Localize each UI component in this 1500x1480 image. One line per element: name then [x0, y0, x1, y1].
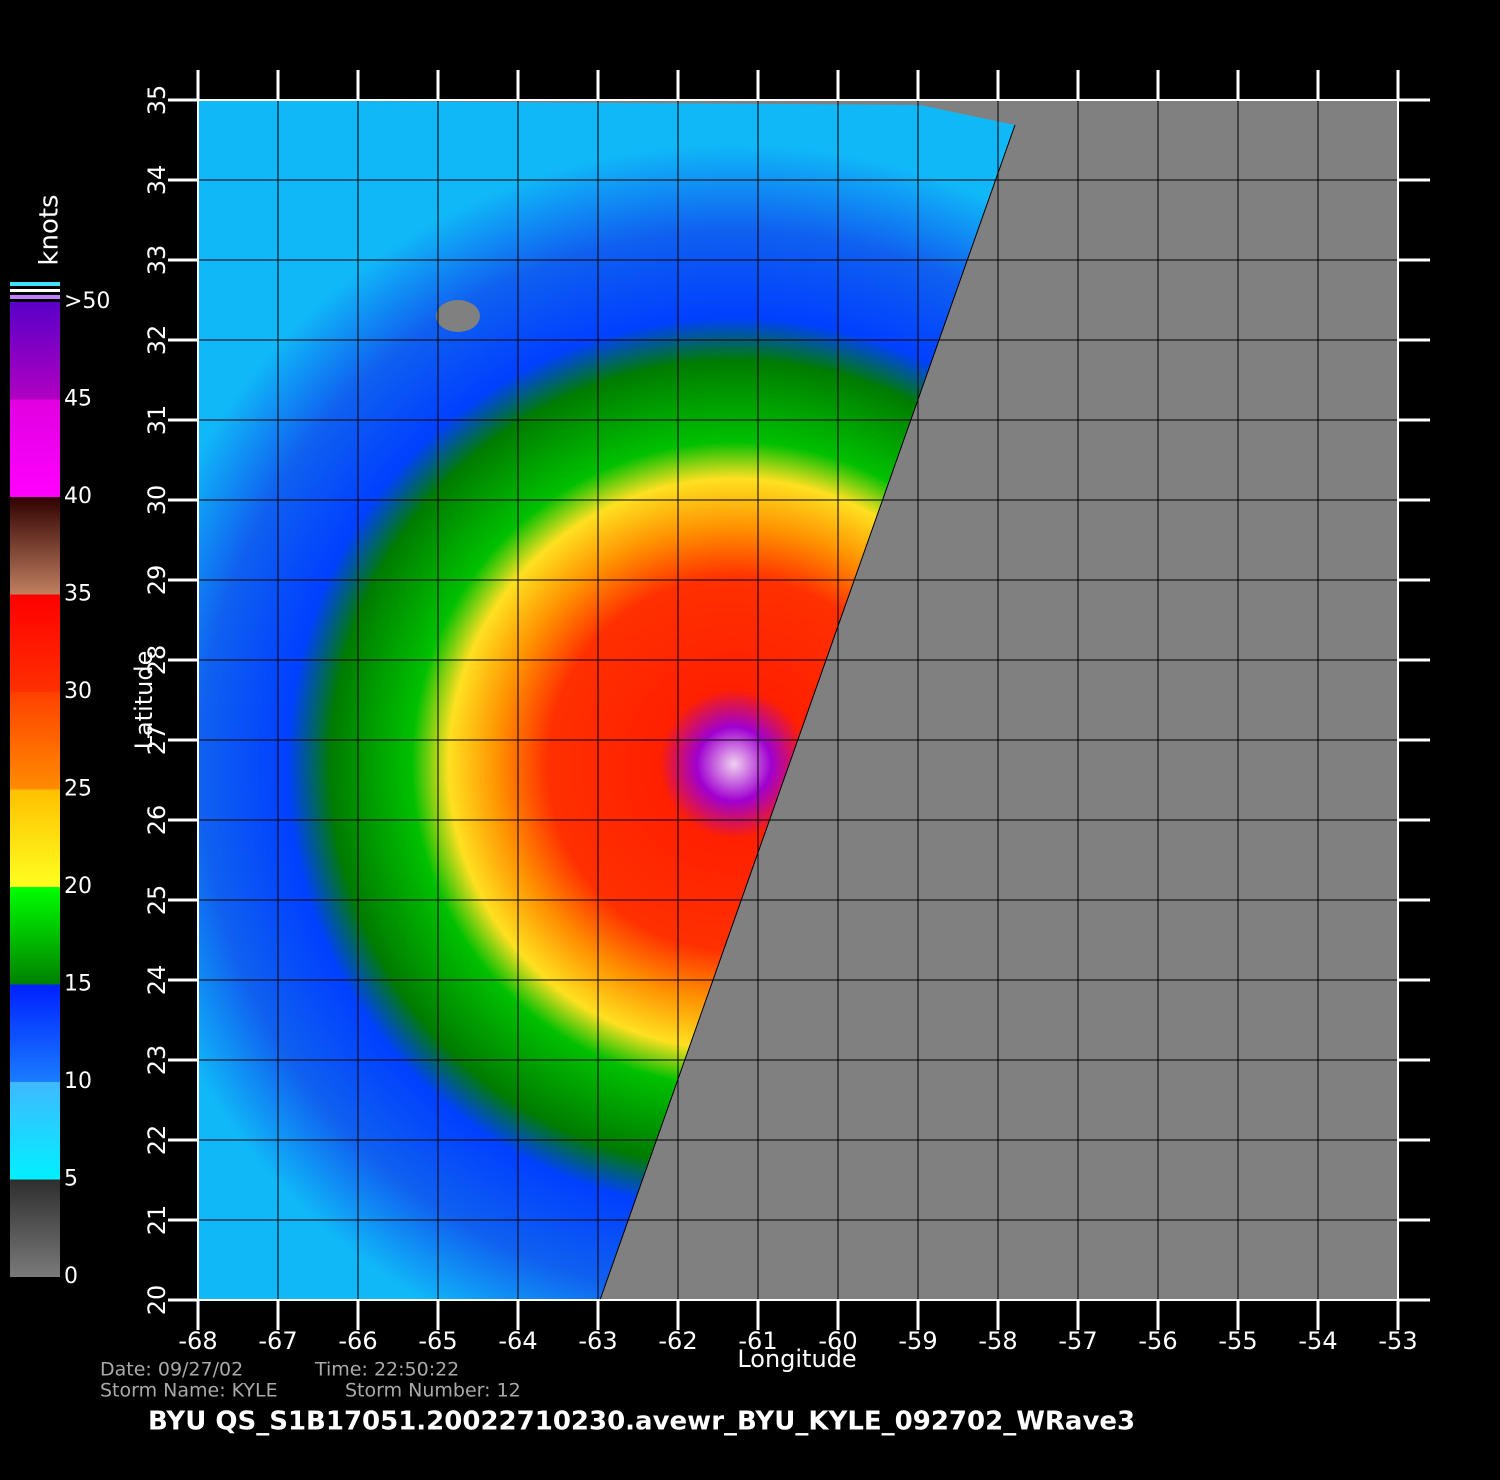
colorbar-segment — [10, 984, 60, 1082]
y-tick-label: 20 — [143, 1285, 171, 1316]
x-tick-label: -53 — [1378, 1327, 1417, 1355]
y-tick-label: 24 — [143, 965, 171, 996]
colorbar-tick-label: 20 — [64, 874, 92, 899]
x-tick-label: -67 — [258, 1327, 297, 1355]
y-tick-label: 22 — [143, 1125, 171, 1156]
colorbar-cap — [10, 282, 60, 286]
colorbar-segment — [10, 302, 60, 400]
colorbar-segment — [10, 789, 60, 887]
time: Time: 22:50:22 — [314, 1359, 459, 1381]
colorbar-segment — [10, 692, 60, 790]
overlay: -68 -67 -66 -65 -64 -63 -62 -61 -60 -59 -58 -57 -56 -… — [10, 70, 1430, 1355]
x-tick-label: -59 — [898, 1327, 937, 1355]
colorbar-segment — [10, 497, 60, 595]
island — [436, 300, 480, 332]
colorbar-tick-label: 25 — [64, 777, 92, 802]
colorbar-cap — [10, 289, 60, 292]
y-tick-label: 32 — [143, 325, 171, 356]
storm-name: Storm Name: KYLE — [100, 1380, 278, 1402]
colorbar-label: knots — [35, 194, 65, 265]
x-tick-label: -63 — [578, 1327, 617, 1355]
y-axis-label: Latitude — [130, 651, 158, 750]
x-tick-label: -57 — [1058, 1327, 1097, 1355]
y-tick-label: 28 — [143, 645, 171, 676]
x-tick-label: -66 — [338, 1327, 377, 1355]
colorbar-segment — [10, 399, 60, 497]
y-tick-label: 26 — [143, 805, 171, 836]
colorbar-tick-label: >50 — [64, 289, 110, 314]
wind-swath — [198, 100, 1015, 1300]
colorbar-tick-label: 45 — [64, 387, 92, 412]
colorbar-cap — [10, 295, 60, 299]
colorbar-tick-label: 5 — [64, 1167, 78, 1192]
colorbar-tick-label: 15 — [64, 972, 92, 997]
y-tick-label: 27 — [143, 725, 171, 756]
y-tick-label: 29 — [143, 565, 171, 596]
date: Date: 09/27/02 — [100, 1359, 243, 1381]
x-tick-label: -64 — [498, 1327, 537, 1355]
x-tick-label: -56 — [1138, 1327, 1177, 1355]
storm-number: Storm Number: 12 — [345, 1380, 521, 1402]
x-tick-label: -58 — [978, 1327, 1017, 1355]
colorbar-segment — [10, 1082, 60, 1180]
colorbar-segment — [10, 1179, 60, 1277]
y-tick-label: 25 — [143, 885, 171, 916]
y-tick-label: 21 — [143, 1205, 171, 1236]
x-axis-label: Longitude — [737, 1345, 856, 1373]
x-tick-label: -55 — [1218, 1327, 1257, 1355]
x-tick-label: -62 — [658, 1327, 697, 1355]
x-tick-label: -68 — [178, 1327, 217, 1355]
colorbar-tick-label: 10 — [64, 1069, 92, 1094]
product-title: BYU QS_S1B17051.20022710230.avewr_BYU_KY… — [148, 1407, 1135, 1437]
swath-edge — [599, 124, 1016, 1301]
y-tick-label: 34 — [143, 165, 171, 196]
y-tick-label: 23 — [143, 1045, 171, 1076]
x-tick-label: -54 — [1298, 1327, 1337, 1355]
y-tick-label: 33 — [143, 245, 171, 276]
x-tick-label: -60 — [818, 1327, 857, 1355]
colorbar-tick-label: 0 — [64, 1264, 78, 1289]
y-tick-label: 30 — [143, 485, 171, 516]
y-tick-label: 35 — [143, 85, 171, 116]
colorbar-segment — [10, 887, 60, 985]
colorbar-tick-label: 35 — [64, 582, 92, 607]
colorbar-tick-label: 30 — [64, 679, 92, 704]
x-tick-label: -65 — [418, 1327, 457, 1355]
colorbar-tick-label: 40 — [64, 484, 92, 509]
colorbar-segment — [10, 594, 60, 692]
y-tick-label: 31 — [143, 405, 171, 436]
x-tick-label: -61 — [738, 1327, 777, 1355]
